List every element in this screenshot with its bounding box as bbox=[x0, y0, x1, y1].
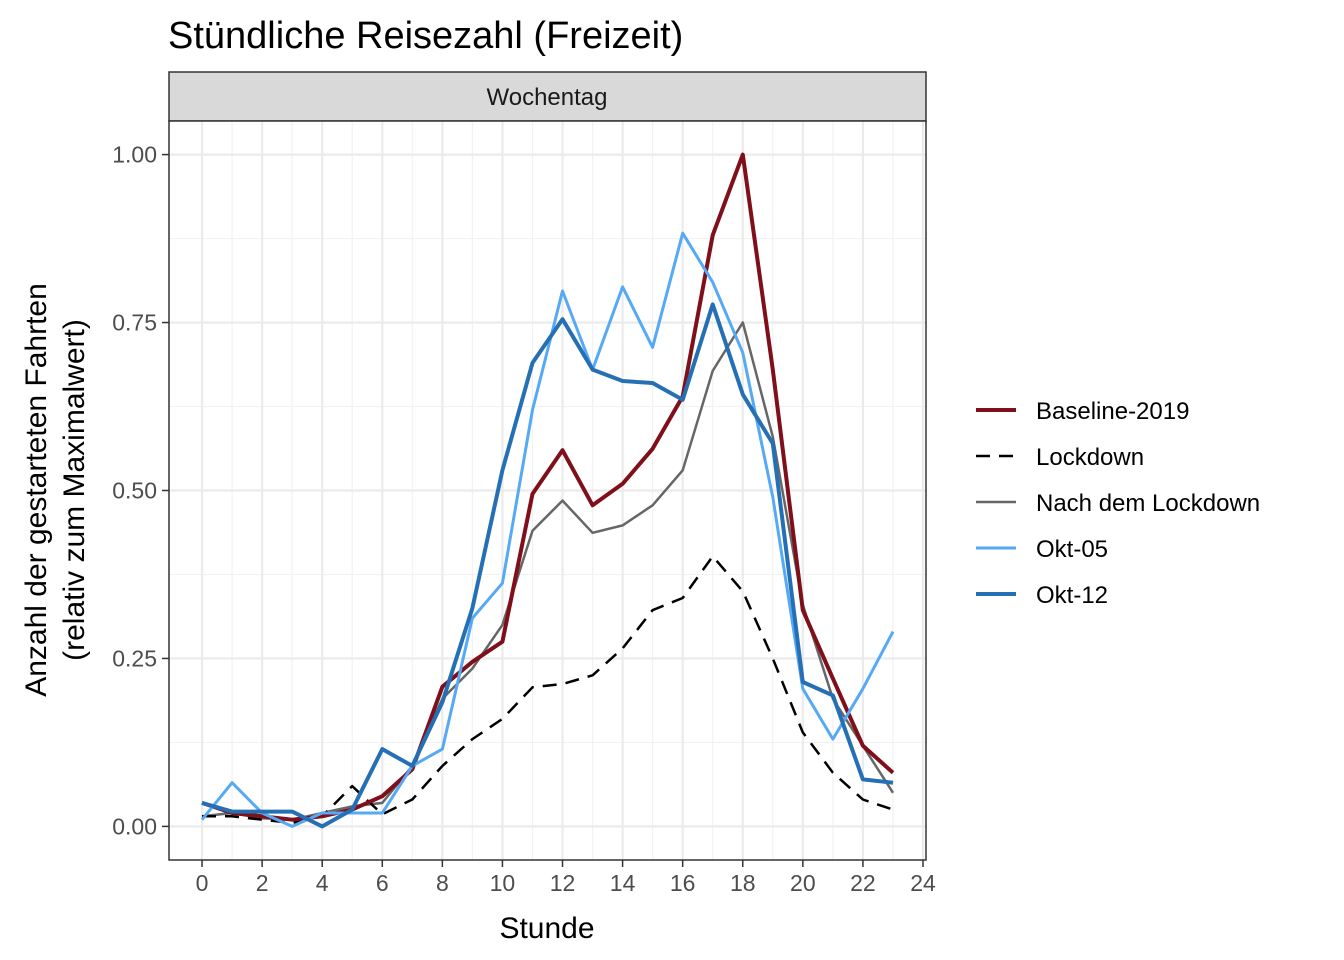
y-axis-title-line2: (relativ zum Maximalwert) bbox=[58, 319, 91, 661]
x-tick-label: 12 bbox=[550, 870, 576, 896]
x-tick-label: 24 bbox=[910, 870, 936, 896]
facet-strip bbox=[168, 71, 927, 122]
major-gridlines bbox=[169, 121, 926, 860]
y-tick-label: 0.50 bbox=[112, 478, 157, 504]
legend-label-nach-dem-lockdown: Nach dem Lockdown bbox=[1036, 490, 1260, 517]
x-tick-label: 22 bbox=[850, 870, 876, 896]
chart-title: Stündliche Reisezahl (Freizeit) bbox=[168, 15, 683, 57]
series-line-okt-05 bbox=[200, 231, 895, 828]
x-tick-label: 18 bbox=[730, 870, 756, 896]
legend-label-okt-05: Okt-05 bbox=[1036, 536, 1108, 563]
series-lines bbox=[200, 152, 895, 829]
x-tick-label: 16 bbox=[670, 870, 696, 896]
x-tick-label: 0 bbox=[196, 870, 209, 896]
y-axis: 0.00 0.25 0.50 0.75 1.00 bbox=[112, 142, 169, 839]
x-tick-label: 10 bbox=[490, 870, 516, 896]
x-tick-label: 2 bbox=[256, 870, 269, 896]
x-tick-label: 4 bbox=[316, 870, 329, 896]
legend-label-baseline-2019: Baseline-2019 bbox=[1036, 398, 1189, 425]
x-tick-label: 6 bbox=[376, 870, 389, 896]
x-tick-label: 14 bbox=[610, 870, 636, 896]
y-tick-label: 1.00 bbox=[112, 142, 157, 168]
x-tick-label: 20 bbox=[790, 870, 816, 896]
y-tick-label: 0.00 bbox=[112, 813, 157, 839]
x-axis-title: Stunde bbox=[499, 912, 594, 945]
y-tick-label: 0.75 bbox=[112, 310, 157, 336]
legend-label-lockdown: Lockdown bbox=[1036, 444, 1144, 471]
y-tick-label: 0.25 bbox=[112, 645, 157, 671]
y-axis-title: Anzahl der gestarteten Fahrten bbox=[20, 283, 53, 697]
x-axis: 0 2 4 6 8 10 12 14 16 18 20 22 24 bbox=[196, 860, 936, 896]
x-tick-label: 8 bbox=[436, 870, 449, 896]
series-line-okt-12 bbox=[201, 302, 894, 829]
facet-strip-label: Wochentag bbox=[487, 84, 608, 111]
legend: Baseline-2019 Lockdown Nach dem Lockdown Ok… bbox=[976, 398, 1260, 609]
legend-label-okt-12: Okt-12 bbox=[1036, 582, 1108, 609]
